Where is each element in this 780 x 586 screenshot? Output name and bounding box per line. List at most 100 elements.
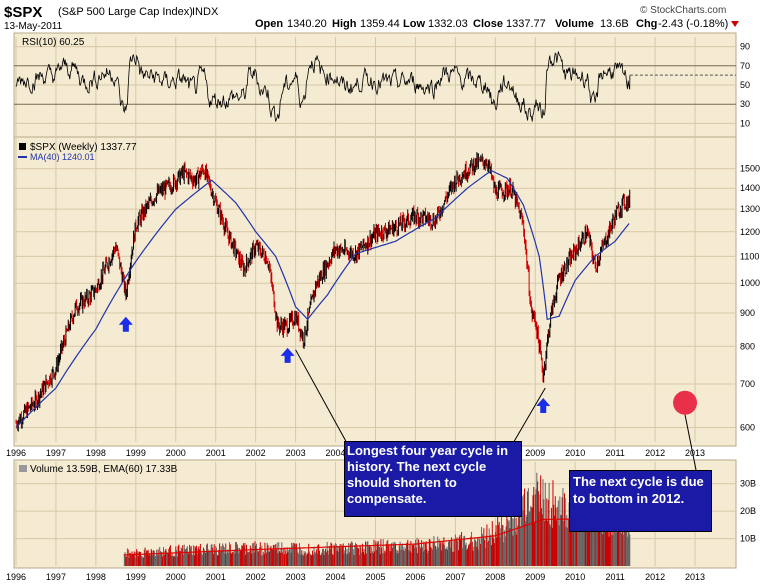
volume-bar <box>423 541 425 566</box>
volume-bar <box>609 517 611 566</box>
volume-bar <box>372 553 374 566</box>
volume-bar <box>420 548 422 566</box>
volume-bar <box>224 553 226 566</box>
volume-bar <box>312 550 314 566</box>
volume-bar <box>209 550 211 566</box>
volume-bar <box>356 545 358 566</box>
volume-bar <box>275 549 277 566</box>
volume-bar <box>492 534 494 566</box>
volume-bar <box>383 553 385 566</box>
volume-bar <box>450 547 452 566</box>
volume-bar <box>235 542 237 566</box>
volume-bar <box>320 555 322 566</box>
volume-bar <box>462 540 464 566</box>
volume-bar <box>526 516 528 566</box>
volume-bar <box>534 521 536 566</box>
volume-bar <box>298 543 300 566</box>
price-tick-label: 1200 <box>740 227 760 237</box>
volume-bar <box>520 527 522 566</box>
volume-bar <box>614 511 616 566</box>
volume-bar <box>262 551 264 566</box>
volume-bar <box>493 538 495 566</box>
volume-bar <box>558 525 560 566</box>
volume-bar <box>228 552 230 566</box>
volume-bar <box>282 552 284 566</box>
volume-bar <box>619 514 621 566</box>
year-tick-label: 1998 <box>86 572 106 582</box>
year-tick-label: 1998 <box>86 448 106 458</box>
volume-bar <box>622 531 624 566</box>
volume-bar <box>288 549 290 566</box>
volume-bar <box>125 556 127 566</box>
volume-bar <box>232 551 234 566</box>
volume-bar <box>577 521 579 566</box>
volume-bar <box>192 545 194 566</box>
volume-bar <box>314 552 316 566</box>
volume-bar <box>487 542 489 566</box>
volume-bar <box>333 544 335 566</box>
volume-bar <box>611 530 613 566</box>
volume-bar <box>572 532 574 566</box>
volume-bar <box>430 547 432 566</box>
volume-bar <box>529 511 531 566</box>
volume-bar <box>146 550 148 566</box>
volume-bar <box>185 549 187 566</box>
volume-bar <box>259 547 261 566</box>
volume-bar <box>216 547 218 566</box>
volume-bar <box>305 555 307 566</box>
year-tick-label: 2003 <box>286 448 306 458</box>
volume-bar <box>618 520 620 566</box>
volume-bar <box>433 536 435 566</box>
volume-bar <box>561 497 563 566</box>
volume-bar <box>277 553 279 566</box>
volume-bar <box>487 540 489 566</box>
volume-bar <box>443 537 445 566</box>
volume-bar <box>565 527 567 566</box>
year-tick-label: 2012 <box>645 572 665 582</box>
volume-bar <box>358 548 360 566</box>
volume-bar <box>530 506 532 566</box>
volume-bar <box>292 542 294 566</box>
volume-bar <box>444 545 446 566</box>
volume-bar <box>278 542 280 566</box>
volume-bar <box>425 541 427 566</box>
volume-bar <box>602 534 604 566</box>
volume-bar <box>231 552 233 566</box>
volume-bar <box>294 543 296 566</box>
volume-bar <box>563 520 565 566</box>
volume-bar <box>589 526 591 566</box>
volume-bar <box>206 543 208 566</box>
volume-bar <box>501 525 503 566</box>
year-tick-label: 1997 <box>46 448 66 458</box>
volume-bar <box>412 544 414 566</box>
volume-bar <box>336 550 338 566</box>
volume-bar <box>404 548 406 566</box>
volume-bar <box>193 555 195 566</box>
volume-bar <box>486 524 488 566</box>
ma-series <box>15 169 630 428</box>
volume-bar <box>407 539 409 566</box>
volume-bar <box>515 517 517 566</box>
volume-bar <box>174 556 176 566</box>
volume-bar <box>139 552 141 566</box>
volume-bar <box>418 542 420 566</box>
volume-bar <box>285 550 287 566</box>
volume-bar <box>352 549 354 566</box>
rsi-tick-label: 90 <box>740 42 750 52</box>
volume-bar <box>566 514 568 566</box>
volume-bar <box>244 543 246 566</box>
volume-bar <box>183 544 185 566</box>
volume-bar <box>428 538 430 566</box>
rsi-label: RSI(10) 60.25 <box>22 37 85 48</box>
volume-bar <box>537 491 539 566</box>
volume-bar <box>557 500 559 566</box>
volume-bar <box>510 516 512 566</box>
volume-bar <box>246 551 248 566</box>
close-value: 1337.77 <box>506 18 546 30</box>
volume-bar <box>476 546 478 566</box>
volume-bar <box>525 514 527 566</box>
low-value: 1332.03 <box>428 18 468 30</box>
volume-bar <box>158 555 160 566</box>
volume-bar <box>313 546 315 566</box>
